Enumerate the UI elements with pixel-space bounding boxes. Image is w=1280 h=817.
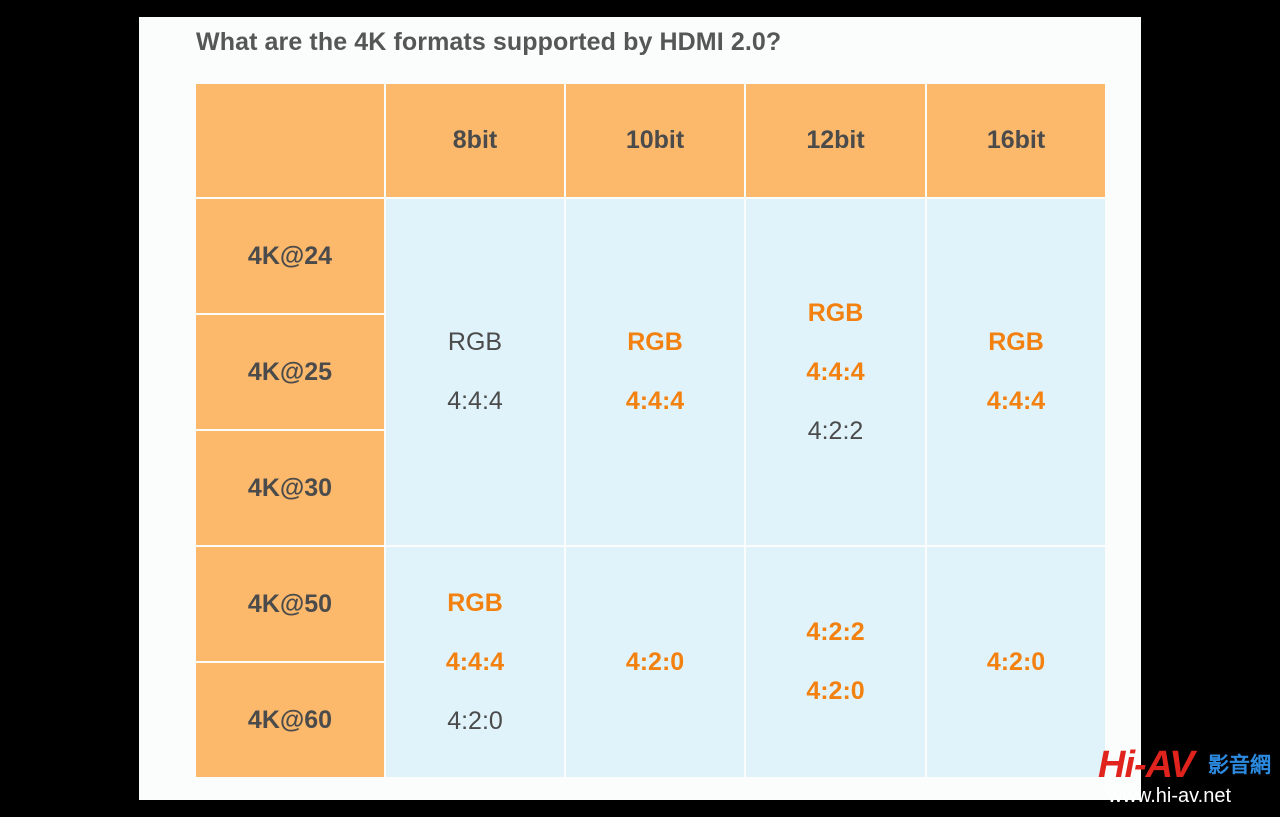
row-header-4k60: 4K@60: [196, 663, 384, 777]
header-8bit: 8bit: [386, 84, 564, 197]
format-value: 4:2:2: [807, 416, 864, 445]
format-value: 4:2:2: [806, 618, 865, 646]
header-12bit: 12bit: [746, 84, 925, 197]
cell-group2-8bit: RGB 4:4:4 4:2:0: [386, 547, 564, 777]
logo-chinese: 影音網: [1208, 753, 1271, 777]
cell-group1-8bit: RGB 4:4:4: [386, 199, 564, 545]
format-value: 4:2:0: [986, 647, 1046, 676]
format-value: 4:4:4: [625, 387, 685, 415]
format-value: RGB: [447, 588, 503, 617]
format-value: 4:2:0: [625, 647, 685, 676]
header-16bit: 16bit: [927, 84, 1105, 197]
logo-url: www.hi-av.net: [1108, 785, 1232, 807]
slide: What are the 4K formats supported by HDM…: [139, 17, 1141, 800]
cell-group1-10bit: RGB 4:4:4: [566, 199, 744, 545]
cell-group1-12bit: RGB 4:4:4 4:2:2: [746, 199, 925, 545]
row-header-4k24: 4K@24: [196, 199, 384, 313]
row-header-4k25: 4K@25: [196, 315, 384, 429]
format-value: RGB: [447, 328, 503, 356]
format-value: RGB: [807, 298, 864, 327]
format-value: 4:2:0: [447, 706, 503, 735]
cell-group2-12bit: 4:2:2 4:2:0: [746, 547, 925, 777]
format-value: 4:4:4: [445, 647, 505, 676]
cell-group2-10bit: 4:2:0: [566, 547, 744, 777]
logo-brand: Hi-AV: [1098, 744, 1195, 786]
format-value: RGB: [988, 328, 1044, 356]
format-value: 4:4:4: [986, 387, 1046, 415]
format-value: 4:2:0: [806, 677, 865, 705]
slide-title: What are the 4K formats supported by HDM…: [196, 28, 782, 56]
header-10bit: 10bit: [566, 84, 744, 197]
hi-av-logo: Hi-AV 影音網 www.hi-av.net: [1098, 745, 1276, 811]
format-value: RGB: [627, 328, 683, 356]
row-header-4k50: 4K@50: [196, 547, 384, 661]
row-header-4k30: 4K@30: [196, 431, 384, 545]
format-value: 4:4:4: [447, 387, 503, 415]
formats-table: 8bit 10bit 12bit 16bit 4K@24 4K@25 4K@30…: [196, 84, 1105, 777]
cell-group1-16bit: RGB 4:4:4: [927, 199, 1105, 545]
header-corner-cell: [196, 84, 384, 197]
format-value: 4:4:4: [806, 357, 865, 386]
cell-group2-16bit: 4:2:0: [927, 547, 1105, 777]
